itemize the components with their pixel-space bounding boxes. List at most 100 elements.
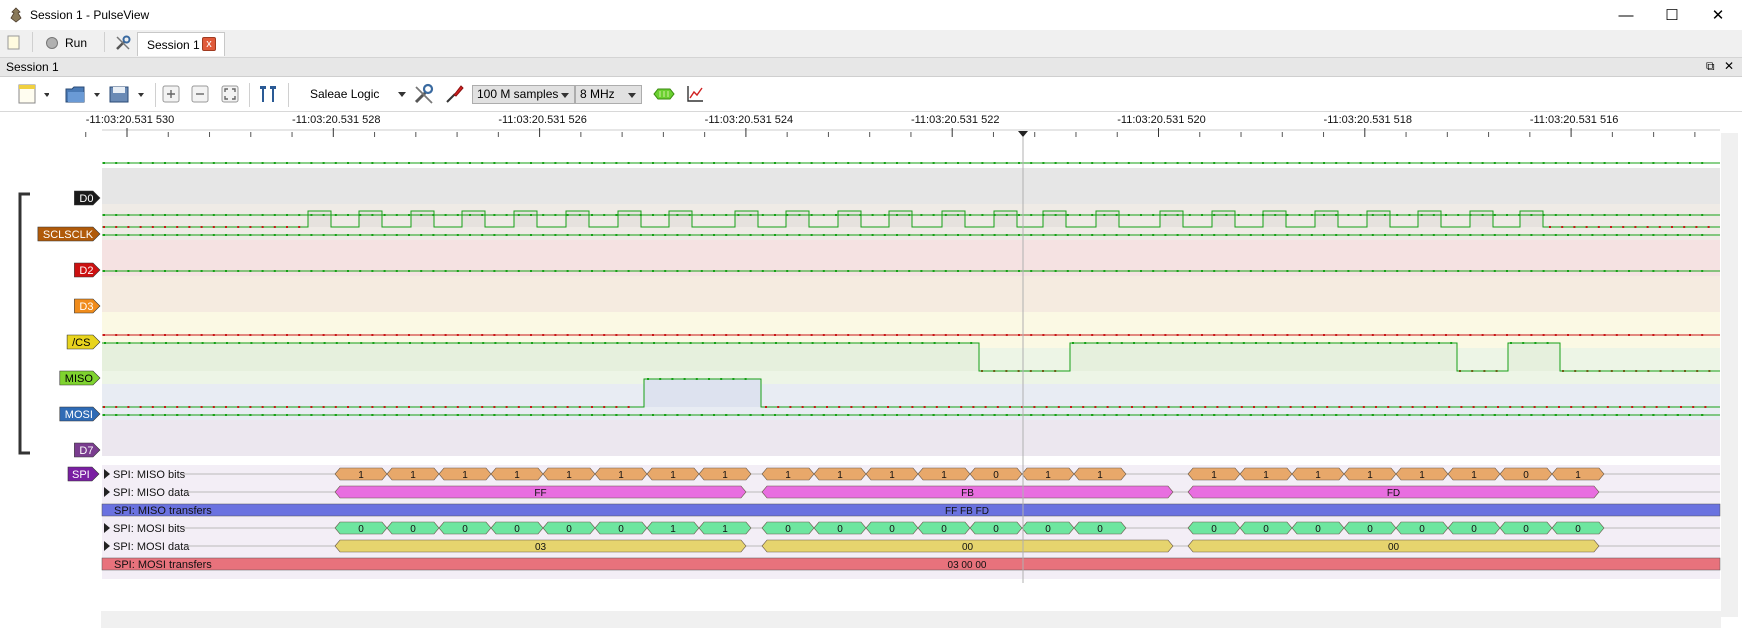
device-config-button[interactable] xyxy=(411,83,437,105)
dock-close-icon[interactable]: ✕ xyxy=(1724,59,1735,73)
channel-label-d2[interactable] xyxy=(74,262,101,278)
byte-annotation[interactable] xyxy=(334,485,747,499)
sample-point xyxy=(286,226,288,228)
maximize-button[interactable]: ☐ xyxy=(1665,7,1679,24)
sample-point xyxy=(627,234,630,236)
channel-label-miso[interactable] xyxy=(59,370,101,386)
vertical-scrollbar[interactable] xyxy=(1721,133,1738,617)
byte-annotation[interactable] xyxy=(1187,485,1600,499)
byte-annotation[interactable] xyxy=(761,539,1174,553)
sample-point xyxy=(444,414,447,416)
settings-button[interactable] xyxy=(114,33,132,53)
sample-point xyxy=(1103,162,1106,164)
expand-row-icon[interactable] xyxy=(104,541,110,551)
sample-point xyxy=(1249,334,1252,336)
minimize-button[interactable]: — xyxy=(1618,6,1634,24)
sample-point xyxy=(1103,334,1106,336)
sample-point xyxy=(151,406,154,408)
channel-label-d0[interactable] xyxy=(74,190,101,206)
tab-close-icon[interactable]: x xyxy=(202,37,216,51)
zoom-out-button[interactable] xyxy=(189,83,211,105)
time-cursor-marker-icon[interactable] xyxy=(1018,131,1028,137)
expand-row-icon[interactable] xyxy=(104,523,110,533)
sample-point xyxy=(1323,270,1325,272)
new-session-button[interactable] xyxy=(7,33,21,53)
tab-session-1[interactable]: Session 1 x xyxy=(137,32,225,56)
sample-point xyxy=(432,414,435,416)
cursors-button[interactable] xyxy=(256,83,280,105)
sample-point xyxy=(517,334,520,336)
sample-point xyxy=(1542,234,1545,236)
bit-value: 1 xyxy=(358,470,364,481)
signal-high-fill xyxy=(102,343,979,371)
transfer-annotation[interactable] xyxy=(101,557,1721,571)
sample-point xyxy=(249,162,252,164)
add-decoder-button[interactable] xyxy=(651,83,677,105)
expand-row-icon[interactable] xyxy=(104,469,110,479)
byte-annotation[interactable] xyxy=(761,485,1174,499)
channel-label-cs-cs[interactable] xyxy=(66,334,101,350)
new-view-button[interactable] xyxy=(16,83,50,105)
sample-point xyxy=(615,334,618,336)
bit-annotation[interactable] xyxy=(698,467,752,481)
sample-point xyxy=(1225,214,1228,216)
sample-point xyxy=(639,162,642,164)
probes-button[interactable] xyxy=(442,83,466,105)
bit-annotation[interactable] xyxy=(1073,467,1127,481)
channel-label-d3[interactable] xyxy=(74,298,101,314)
sample-point xyxy=(957,414,959,416)
open-file-button[interactable] xyxy=(64,83,104,105)
bit-annotation[interactable] xyxy=(1551,521,1605,535)
byte-annotation[interactable] xyxy=(334,539,747,553)
sample-point xyxy=(1542,162,1545,164)
sample-count-select[interactable]: 100 M samples xyxy=(472,85,575,104)
close-window-button[interactable]: ✕ xyxy=(1711,7,1725,24)
zoom-fit-button[interactable] xyxy=(219,83,241,105)
sample-point xyxy=(1408,162,1411,164)
transfer-annotation[interactable] xyxy=(101,503,1721,517)
channel-label-mosi[interactable] xyxy=(59,406,101,422)
save-file-button[interactable] xyxy=(108,83,148,105)
samplerate-select[interactable]: 8 MHz xyxy=(575,85,642,104)
sample-point xyxy=(127,214,130,216)
sample-point xyxy=(1554,334,1557,336)
sample-point xyxy=(676,334,679,336)
sample-point xyxy=(1506,334,1508,336)
sample-point xyxy=(554,214,557,216)
run-button[interactable]: Run xyxy=(45,33,87,53)
tools-icon xyxy=(116,35,131,50)
expand-row-icon[interactable] xyxy=(104,487,110,497)
math-signal-button[interactable] xyxy=(683,83,707,105)
horizontal-scrollbar[interactable] xyxy=(101,611,1721,628)
sample-point xyxy=(1127,214,1130,216)
ruler-tick-label: -11:03:20.531 530 xyxy=(86,114,174,126)
sample-point xyxy=(713,234,715,236)
bit-annotation[interactable] xyxy=(1551,467,1605,481)
sample-point xyxy=(627,406,630,408)
bit-annotation[interactable] xyxy=(698,521,752,535)
sample-point xyxy=(1176,214,1179,216)
chevron-down-icon xyxy=(561,93,569,98)
device-selector[interactable]: Saleae Logic xyxy=(300,85,410,104)
dock-float-icon[interactable]: ⧉ xyxy=(1706,59,1715,73)
sample-point xyxy=(725,162,728,164)
bit-value: 0 xyxy=(889,524,895,535)
sample-point xyxy=(334,234,337,236)
sample-point xyxy=(1225,334,1228,336)
sample-point xyxy=(115,226,118,228)
sample-point xyxy=(725,270,728,272)
decoder-label-spi[interactable] xyxy=(67,466,100,482)
sample-point xyxy=(1371,270,1374,272)
sample-point xyxy=(1628,334,1630,336)
sample-point xyxy=(1579,270,1582,272)
sample-point xyxy=(139,270,142,272)
sample-point xyxy=(578,162,581,164)
channel-label-d7[interactable] xyxy=(74,442,101,458)
byte-annotation[interactable] xyxy=(1187,539,1600,553)
sample-point xyxy=(456,414,459,416)
sample-point xyxy=(883,234,886,236)
sample-point xyxy=(517,162,520,164)
channel-label-sclsclk[interactable] xyxy=(37,226,101,242)
zoom-in-button[interactable] xyxy=(160,83,182,105)
bit-annotation[interactable] xyxy=(1073,521,1127,535)
